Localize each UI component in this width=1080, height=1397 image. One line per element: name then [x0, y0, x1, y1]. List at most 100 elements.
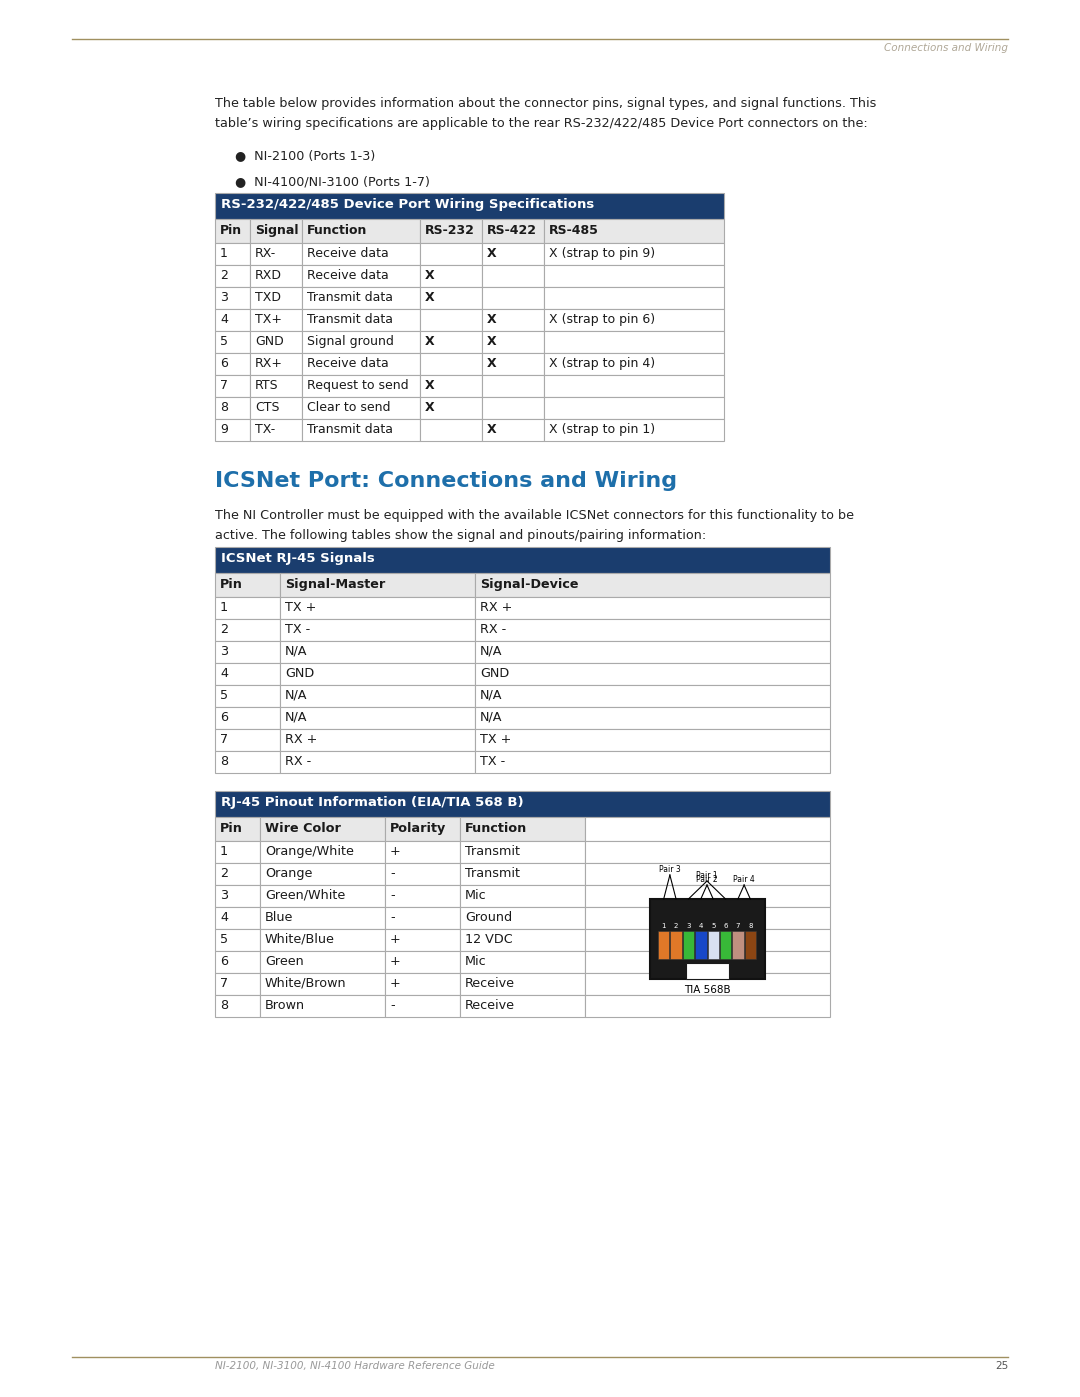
- Text: 7: 7: [735, 923, 740, 929]
- Text: 3: 3: [220, 888, 228, 902]
- Bar: [544, 419, 724, 441]
- Text: CTS: CTS: [255, 401, 280, 414]
- Text: 5: 5: [220, 689, 228, 703]
- Bar: [475, 619, 831, 641]
- Bar: [280, 729, 475, 752]
- Bar: [249, 286, 302, 309]
- Text: RS-232: RS-232: [426, 224, 475, 237]
- Bar: [249, 309, 302, 331]
- Text: 6: 6: [220, 711, 228, 724]
- Bar: [249, 265, 302, 286]
- Text: RJ-45 Pinout Information (EIA/TIA 568 B): RJ-45 Pinout Information (EIA/TIA 568 B): [221, 796, 524, 809]
- Text: N/A: N/A: [480, 689, 502, 703]
- Text: X: X: [487, 335, 497, 348]
- Text: ICSNet Port: Connections and Wiring: ICSNet Port: Connections and Wiring: [215, 471, 677, 490]
- Text: 8: 8: [220, 754, 228, 768]
- Text: X: X: [426, 335, 434, 348]
- Text: X (strap to pin 9): X (strap to pin 9): [549, 247, 656, 260]
- Bar: [384, 817, 460, 841]
- Text: Signal-Master: Signal-Master: [285, 578, 386, 591]
- Bar: [384, 841, 460, 863]
- Bar: [544, 219, 724, 243]
- Bar: [215, 995, 260, 1017]
- Text: X: X: [487, 358, 497, 370]
- Bar: [215, 907, 260, 929]
- Bar: [215, 243, 249, 265]
- Text: +: +: [390, 977, 401, 990]
- Bar: [384, 929, 460, 951]
- Bar: [215, 286, 249, 309]
- Text: 7: 7: [220, 733, 228, 746]
- Bar: [215, 331, 249, 353]
- Bar: [482, 397, 544, 419]
- Text: 6: 6: [220, 956, 228, 968]
- Text: TX -: TX -: [285, 623, 310, 636]
- Text: X: X: [426, 291, 434, 305]
- Text: TX-: TX-: [255, 423, 275, 436]
- Bar: [249, 397, 302, 419]
- Text: RX +: RX +: [285, 733, 318, 746]
- Bar: [215, 265, 249, 286]
- Bar: [260, 886, 384, 907]
- Text: 25: 25: [995, 1361, 1008, 1370]
- Bar: [585, 817, 831, 841]
- Text: 8: 8: [220, 401, 228, 414]
- Text: Pin: Pin: [220, 821, 243, 835]
- Bar: [585, 886, 831, 907]
- Bar: [585, 995, 831, 1017]
- Bar: [249, 353, 302, 374]
- Bar: [420, 397, 482, 419]
- Text: Receive data: Receive data: [307, 247, 389, 260]
- Text: -: -: [390, 888, 394, 902]
- Bar: [384, 951, 460, 972]
- Text: 1: 1: [220, 845, 228, 858]
- Text: 2: 2: [220, 270, 228, 282]
- Text: Receive data: Receive data: [307, 270, 389, 282]
- Bar: [215, 397, 249, 419]
- Bar: [460, 886, 585, 907]
- Bar: [215, 219, 249, 243]
- Bar: [585, 929, 831, 951]
- Text: Mic: Mic: [465, 888, 487, 902]
- Bar: [302, 331, 420, 353]
- Bar: [658, 930, 670, 958]
- Text: Pair 3: Pair 3: [659, 865, 680, 875]
- Text: Pair 1: Pair 1: [697, 870, 718, 880]
- Text: The NI Controller must be equipped with the available ICSNet connectors for this: The NI Controller must be equipped with …: [215, 509, 854, 522]
- Text: 2: 2: [220, 623, 228, 636]
- Text: 6: 6: [220, 358, 228, 370]
- Text: Pair 2: Pair 2: [697, 875, 718, 884]
- Text: Transmit data: Transmit data: [307, 423, 393, 436]
- Bar: [585, 863, 831, 886]
- Text: Orange/White: Orange/White: [265, 845, 354, 858]
- Bar: [215, 886, 260, 907]
- Text: Function: Function: [307, 224, 367, 237]
- Bar: [744, 930, 756, 958]
- Text: +: +: [390, 956, 401, 968]
- Text: GND: GND: [255, 335, 284, 348]
- Bar: [260, 995, 384, 1017]
- Bar: [420, 286, 482, 309]
- Text: Blue: Blue: [265, 911, 294, 923]
- Bar: [482, 265, 544, 286]
- Text: 1: 1: [220, 247, 228, 260]
- Bar: [482, 419, 544, 441]
- Bar: [475, 707, 831, 729]
- Text: X (strap to pin 4): X (strap to pin 4): [549, 358, 656, 370]
- Text: RXD: RXD: [255, 270, 282, 282]
- Text: RX+: RX+: [255, 358, 283, 370]
- Bar: [544, 374, 724, 397]
- Bar: [686, 963, 729, 979]
- Bar: [215, 752, 280, 773]
- Text: N/A: N/A: [480, 711, 502, 724]
- Bar: [280, 619, 475, 641]
- Bar: [280, 641, 475, 664]
- Text: N/A: N/A: [285, 711, 308, 724]
- Bar: [384, 863, 460, 886]
- Text: Wire Color: Wire Color: [265, 821, 341, 835]
- Text: 12 VDC: 12 VDC: [465, 933, 513, 946]
- Text: Pair 4: Pair 4: [733, 875, 755, 884]
- Bar: [215, 664, 280, 685]
- Text: table’s wiring specifications are applicable to the rear RS-232/422/485 Device P: table’s wiring specifications are applic…: [215, 117, 867, 130]
- Text: GND: GND: [480, 666, 510, 680]
